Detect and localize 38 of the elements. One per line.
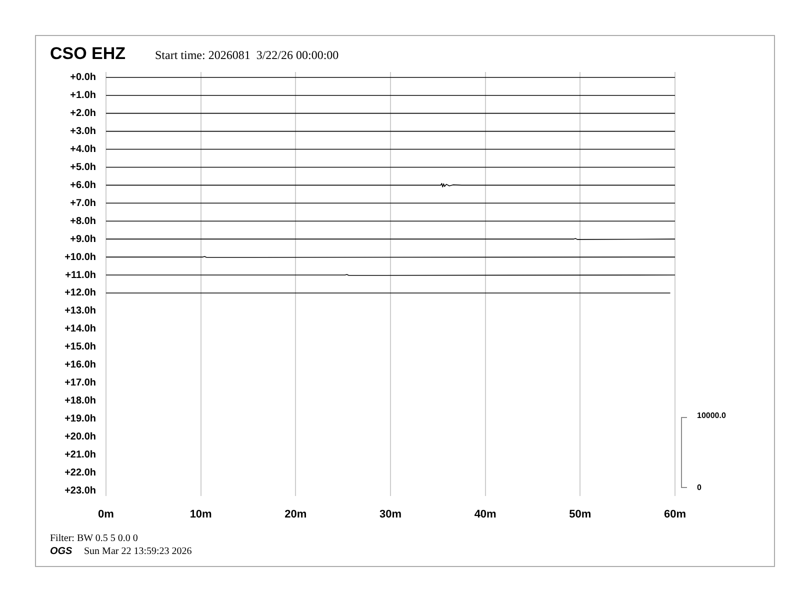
y-tick-label: +19.0h: [64, 413, 96, 424]
y-tick-label: +1.0h: [70, 90, 96, 102]
y-tick-label: +10.0h: [64, 252, 96, 263]
y-tick-label: +22.0h: [64, 467, 96, 478]
text: OGS: [50, 546, 72, 557]
y-tick-label: +9.0h: [70, 234, 96, 245]
y-tick-label: +15.0h: [64, 342, 96, 353]
y-tick-label: +6.0h: [70, 180, 96, 191]
y-tick-label: +16.0h: [64, 360, 96, 371]
y-tick-label: +7.0h: [70, 198, 96, 209]
y-tick-label: +12.0h: [64, 288, 96, 299]
chart-subtitle: Start time: 2026081 3/22/26 00:00:00: [155, 48, 339, 63]
y-tick-label: +5.0h: [70, 162, 96, 173]
x-tick-label: 50m: [569, 508, 592, 521]
x-tick-label: 30m: [379, 508, 402, 521]
x-tick-label: 10m: [190, 508, 212, 521]
y-tick-label: +17.0h: [64, 378, 96, 389]
y-tick-label: +14.0h: [64, 324, 96, 335]
text: Sun Mar 22 13:59:23 2026: [84, 546, 192, 557]
x-tick-label: 0m: [98, 508, 114, 521]
y-tick-label: +4.0h: [70, 144, 96, 156]
y-tick-label: +20.0h: [64, 431, 96, 442]
x-tick-label: 20m: [284, 508, 307, 521]
text: 0: [697, 483, 702, 492]
text: 10000.0: [697, 411, 726, 420]
y-tick-label: +11.0h: [65, 270, 96, 281]
y-tick-label: +8.0h: [70, 216, 96, 227]
y-tick-label: +18.0h: [64, 396, 96, 407]
y-tick-label: +2.0h: [70, 108, 96, 120]
x-tick-label: 40m: [474, 508, 497, 521]
x-tick-label: 60m: [664, 508, 686, 521]
y-tick-label: +23.0h: [64, 485, 96, 496]
y-tick-label: +0.0h: [70, 72, 96, 84]
y-tick-label: +13.0h: [64, 306, 96, 317]
y-tick-label: +3.0h: [70, 126, 96, 138]
text: Filter: BW 0.5 5 0.0 0: [50, 533, 138, 544]
chart-title: CSO EHZ: [50, 44, 126, 64]
y-tick-label: +21.0h: [64, 449, 96, 460]
